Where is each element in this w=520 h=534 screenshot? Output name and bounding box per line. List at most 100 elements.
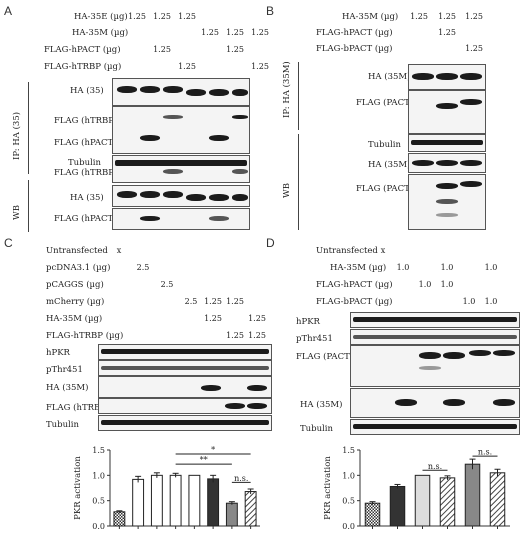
blot-flag-pact-ip: [408, 90, 486, 134]
y-axis-label: PKR activation: [323, 456, 333, 520]
row-label: HA-35M (µg): [46, 314, 103, 324]
row-value: 1.25: [178, 62, 196, 71]
row-value: 1.25: [438, 28, 456, 37]
blot-label: FLAG (PACT): [296, 352, 354, 362]
row-value: 1.25: [153, 45, 171, 54]
blot-tubulin-d: [350, 419, 520, 435]
row-value: 1.25: [226, 331, 244, 340]
blot-label: HA (35M): [46, 383, 89, 393]
significance-label: *: [211, 446, 215, 455]
y-tick-label: 0.0: [342, 522, 355, 531]
row-value: 1.25: [226, 45, 244, 54]
row-label: FLAG-hPACT (µg): [44, 45, 121, 55]
wb-label: WB: [282, 183, 292, 198]
row-value: 2.5: [136, 263, 150, 272]
row-value: 1.25: [410, 12, 428, 21]
row-label: mCherry (µg): [46, 297, 105, 307]
blot-label: Tubulin: [46, 420, 79, 430]
bar: [414, 474, 431, 527]
row-value: 1.25: [178, 12, 196, 21]
blot-hpkr: [98, 344, 272, 360]
bar-chart-c: 0.0 0.5 1.0 1.5 PKR activation *** n.s.: [73, 446, 260, 531]
bar: [150, 474, 163, 527]
row-value: 1.25: [248, 331, 266, 340]
blot-flag-trbp-c: [98, 398, 272, 414]
y-tick-label: 1.5: [92, 446, 105, 455]
panel-label-d: D: [266, 236, 275, 250]
panel-label-a: A: [4, 4, 13, 18]
ip-bracket: [28, 82, 29, 174]
row-value: 1.25: [251, 62, 269, 71]
row-value: 1.25: [465, 44, 483, 53]
ip-label: IP: HA (35M): [282, 61, 292, 118]
bar: [439, 477, 456, 527]
blot-ha35m-d: [350, 388, 520, 418]
blot-label: HA (35): [70, 193, 104, 203]
bar: [169, 474, 182, 527]
blot-pthr451-d: [350, 329, 520, 345]
bar: [389, 485, 406, 527]
blot-ha35m-c: [98, 376, 272, 398]
ip-label: IP: HA (35): [12, 111, 22, 160]
blot-tubulin: [408, 134, 486, 152]
blot-label: FLAG (hPACT): [54, 214, 117, 224]
row-label: FLAG-hPACT (µg): [316, 280, 393, 290]
wb-bracket: [28, 180, 29, 232]
row-label: HA-35M (µg): [342, 12, 399, 22]
bar: [132, 478, 145, 527]
row-value: 1.25: [251, 28, 269, 37]
blot-label: pThr451: [46, 365, 83, 375]
blot-ha35m-wb: [408, 153, 486, 173]
panel-label-b: B: [266, 4, 275, 18]
blot-label: FLAG (hPACT): [54, 138, 117, 148]
blot-label: FLAG (PACT): [356, 184, 414, 194]
row-value: 1.0: [440, 263, 454, 272]
row-label: FLAG-bPACT (µg): [316, 44, 393, 54]
blot-hpkr-d: [350, 312, 520, 328]
blot-label: Tubulin: [368, 140, 401, 150]
row-value: 1.25: [204, 314, 222, 323]
bar: [207, 478, 220, 527]
row-label: Untransfected: [46, 246, 108, 256]
blot-label: FLAG (hTRBP): [54, 168, 118, 178]
y-tick-label: 1.5: [342, 446, 355, 455]
row-label: FLAG-hTRBP (µg): [46, 331, 124, 341]
blot-pact-wb: [112, 208, 250, 230]
row-value: 1.25: [248, 314, 266, 323]
row-value: 1.25: [438, 12, 456, 21]
blot-ha35-wb: [112, 185, 250, 207]
blot-label: hPKR: [296, 317, 320, 327]
significance-label: n.s.: [478, 448, 492, 457]
blot-label: Tubulin: [300, 424, 333, 434]
ip-bracket: [298, 62, 299, 130]
row-label: pCAGGS (µg): [46, 280, 104, 290]
row-value: 1.0: [418, 280, 432, 289]
row-value: 1.0: [462, 297, 476, 306]
row-label: HA-35E (µg): [74, 12, 128, 22]
row-label: HA-35M (µg): [72, 28, 129, 38]
y-tick-label: 0.5: [342, 497, 355, 506]
blot-label: HA (35M): [368, 160, 411, 170]
row-label: HA-35M (µg): [330, 263, 387, 273]
row-value: 1.0: [396, 263, 410, 272]
row-value: 1.25: [226, 28, 244, 37]
blot-label: FLAG (PACT): [356, 98, 414, 108]
row-label: Untransfected: [316, 246, 378, 256]
blot-label: HA (35M): [300, 400, 343, 410]
blot-tubulin-trbp: [112, 155, 250, 183]
wb-bracket: [298, 134, 299, 230]
blot-flag-pact-wb: [408, 174, 486, 230]
y-tick-label: 0.5: [92, 497, 105, 506]
panel-label-c: C: [4, 236, 13, 250]
blot-ha35m: [408, 64, 486, 90]
row-value: 1.25: [226, 297, 244, 306]
row-value: 2.5: [160, 280, 174, 289]
blot-label: FLAG (hTRBP): [54, 116, 118, 126]
bar: [225, 502, 238, 527]
bar-chart-d: 0.0 0.5 1.0 1.5 PKR activation n.s. n.s.: [323, 446, 510, 531]
significance-label: **: [200, 456, 208, 465]
bar: [464, 463, 481, 527]
row-label: FLAG-bPACT (µg): [316, 297, 393, 307]
y-tick-label: 1.0: [342, 471, 355, 480]
blot-label: Tubulin: [68, 158, 101, 168]
